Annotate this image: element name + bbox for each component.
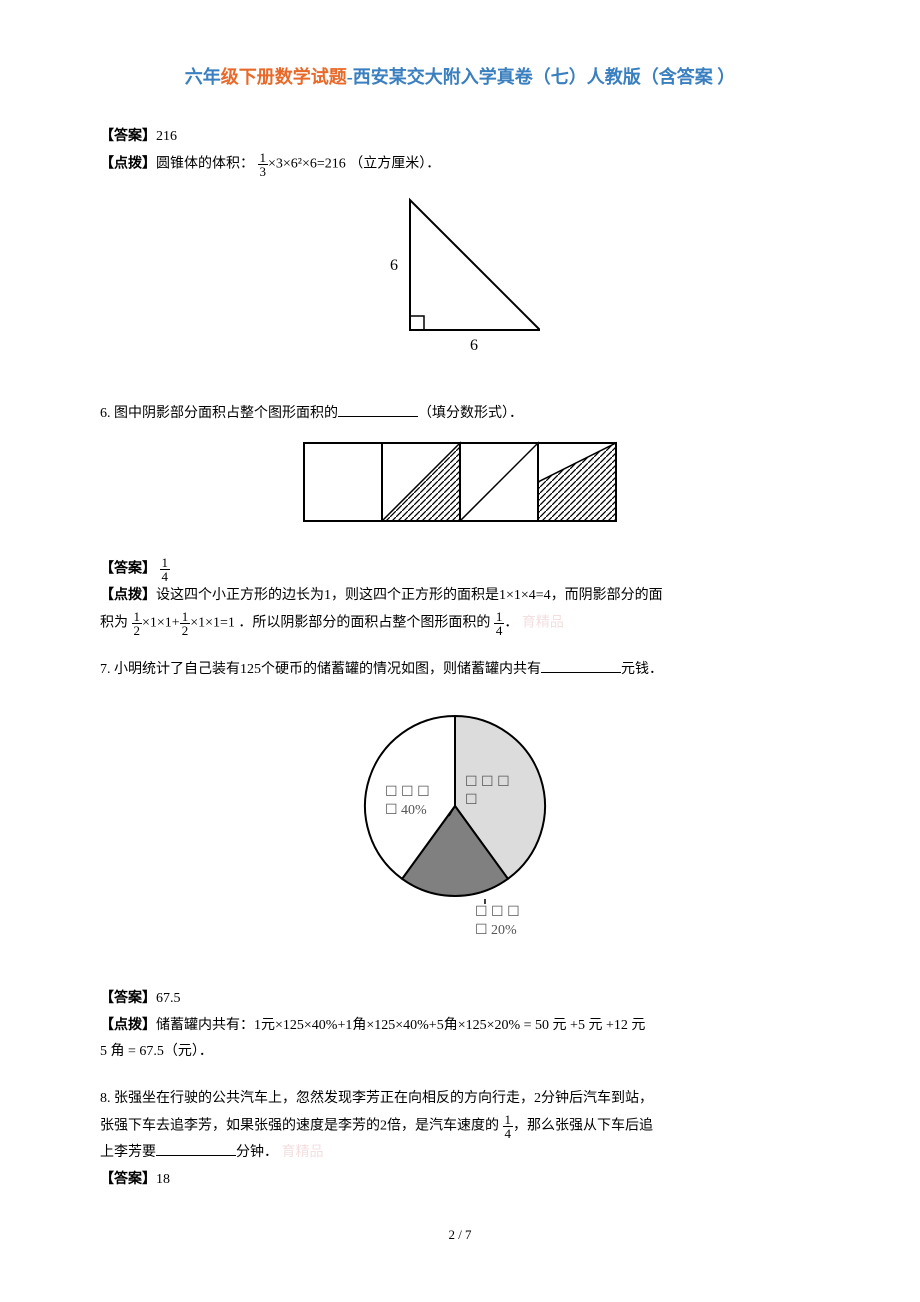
blank	[541, 659, 621, 673]
q8-stem-line1: 8. 张强坐在行驶的公共汽车上，忽然发现李芳正在向相反的方向行走，2分钟后汽车到…	[100, 1086, 820, 1113]
fraction: 14	[494, 610, 505, 637]
stem-no: 8.	[100, 1091, 114, 1106]
stem-text: 图中阴影部分面积占整个图形面积的	[114, 406, 338, 421]
svg-text:6: 6	[390, 257, 398, 274]
fraction: 14	[160, 556, 171, 583]
q8-stem-line3: 上李芳要分钟． 育精品	[100, 1140, 820, 1167]
q5-answer: 【答案】216	[100, 124, 820, 151]
q7-hint-line1: 【点拨】储蓄罐内共有：1元×125×40%+1角×125×40%+5角×125×…	[100, 1013, 820, 1040]
stem-tail: （填分数形式）．	[418, 406, 523, 421]
fraction: 12	[132, 610, 143, 637]
title-part-3: -西安某交大附入学真卷（七）人教版（含答案 ）	[347, 67, 736, 87]
svg-text:6: 6	[470, 337, 478, 354]
hint-label: 【点拨】	[100, 588, 156, 603]
hint-label: 【点拨】	[100, 157, 156, 172]
blank	[156, 1142, 236, 1156]
title-part-2: 级下册数学试题	[221, 67, 347, 87]
svg-text:☐: ☐	[465, 793, 478, 808]
answer-label: 【答案】	[100, 1172, 156, 1187]
q5-figure: 66	[100, 190, 820, 381]
q6-hint-line2: 积为 12×1×1+12×1×1=1 ．所以阴影部分的面积占整个图形面积的 14…	[100, 610, 820, 637]
answer-label: 【答案】	[100, 129, 156, 144]
svg-text:☐ ☐ ☐: ☐ ☐ ☐	[475, 905, 520, 920]
stem-no: 7.	[100, 662, 114, 677]
q7-stem: 7. 小明统计了自己装有125个硬币的储蓄罐的情况如图，则储蓄罐内共有元钱．	[100, 657, 820, 684]
q6-stem: 6. 图中阴影部分面积占整个图形面积的 （填分数形式）．	[100, 401, 820, 428]
svg-text:☐ 40%: ☐ 40%	[385, 803, 427, 818]
answer-value: 18	[156, 1172, 170, 1187]
title-part-1: 六年	[185, 67, 221, 87]
q6-figure	[100, 439, 820, 536]
triangle-diagram: 66	[380, 190, 540, 370]
page-title: 六年级下册数学试题-西安某交大附入学真卷（七）人教版（含答案 ）	[100, 60, 820, 94]
answer-value: 216	[156, 129, 177, 144]
q7-answer: 【答案】67.5	[100, 986, 820, 1013]
q6-answer: 【答案】 14	[100, 556, 820, 583]
answer-label: 【答案】	[100, 991, 156, 1006]
fraction: 13	[258, 151, 269, 178]
answer-value: 67.5	[156, 991, 181, 1006]
svg-text:☐ ☐ ☐: ☐ ☐ ☐	[465, 775, 510, 790]
watermark: 育精品	[522, 616, 564, 631]
stem-no: 6.	[100, 406, 114, 421]
hint-text: 圆锥体的体积：	[156, 157, 254, 172]
hint-unit: （立方厘米）．	[349, 157, 440, 172]
watermark: 育精品	[282, 1145, 324, 1160]
answer-label: 【答案】	[100, 562, 156, 577]
blank	[338, 403, 418, 417]
q8-answer: 【答案】18	[100, 1167, 820, 1194]
hint-label: 【点拨】	[100, 1018, 156, 1033]
q6-hint-line1: 【点拨】设这四个小正方形的边长为1，则这四个正方形的面积是1×1×4=4，而阴影…	[100, 583, 820, 610]
page-footer: 2 / 7	[100, 1223, 820, 1248]
q7-figure: ☐ ☐ ☐ ☐ 40% ☐ ☐ ☐ ☐ ☐ ☐ ☐ ☐ 20%	[100, 696, 820, 967]
svg-text:☐ 20%: ☐ 20%	[475, 923, 517, 938]
q7-hint-line2: 5 角 = 67.5（元）．	[100, 1039, 820, 1066]
fraction: 12	[180, 610, 191, 637]
pie-chart: ☐ ☐ ☐ ☐ 40% ☐ ☐ ☐ ☐ ☐ ☐ ☐ ☐ 20%	[345, 696, 575, 956]
svg-text:☐ ☐ ☐: ☐ ☐ ☐	[385, 785, 430, 800]
fraction: 14	[503, 1113, 514, 1140]
q8-stem-line2: 张强下车去追李芳，如果张强的速度是李芳的2倍，是汽车速度的 14，那么张强从下车…	[100, 1113, 820, 1140]
formula-tail: ×3×6²×6=216	[268, 157, 346, 172]
q5-hint: 【点拨】圆锥体的体积： 13×3×6²×6=216 （立方厘米）．	[100, 151, 820, 178]
squares-diagram	[300, 439, 620, 525]
